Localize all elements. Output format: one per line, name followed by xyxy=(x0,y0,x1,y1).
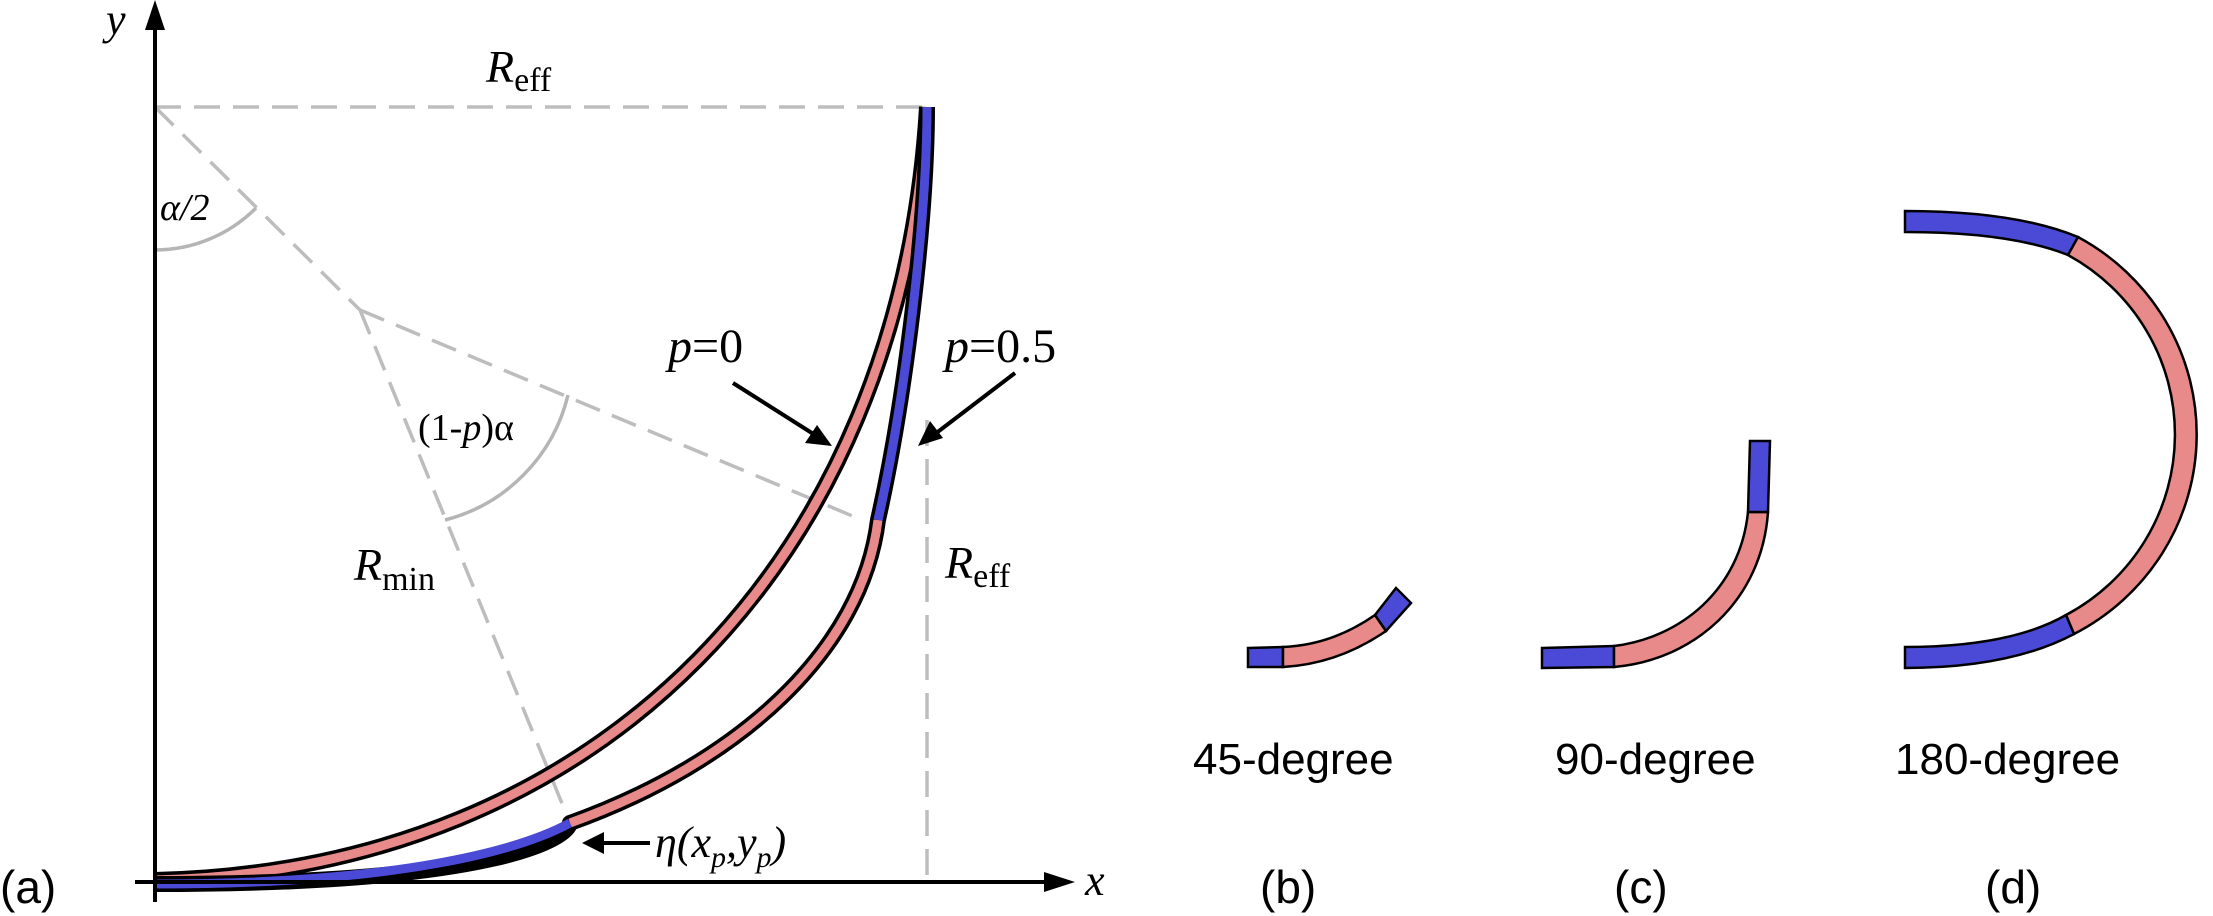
p05-pointer-arrowhead xyxy=(918,421,943,446)
angle-label-pre: (1- xyxy=(418,407,462,449)
p0-pointer-arrow-shaft xyxy=(731,381,817,437)
rmin-radius-to-end-guide xyxy=(359,308,863,522)
p05-label: p=0.5 xyxy=(942,320,1056,373)
x-axis-arrowhead xyxy=(1044,872,1075,892)
p05-var: p xyxy=(942,320,969,373)
panel-d: 180-degree (d) xyxy=(1895,209,2198,913)
bend-180-bottom-straight-segment xyxy=(1903,613,2076,670)
y-axis-arrowhead xyxy=(145,0,165,30)
bend-90-degree xyxy=(1540,439,1772,670)
angle-label-post: )α xyxy=(481,407,514,449)
r-eff-right-base: R xyxy=(944,537,973,588)
alpha-ray-guide xyxy=(153,105,362,312)
panel-d-label: (d) xyxy=(1985,861,2041,913)
bend-45-end-straight xyxy=(1373,586,1413,634)
panel-c: 90-degree (c) xyxy=(1540,439,1772,913)
bend-90-start-straight xyxy=(1540,644,1616,670)
construction-lines xyxy=(153,105,929,880)
bend-180-degree xyxy=(1903,209,2198,670)
eta-mid: ,y xyxy=(726,818,757,867)
eta-pre: η(x xyxy=(655,818,711,867)
panel-b: 45-degree (b) xyxy=(1193,586,1413,913)
panel-c-label: (c) xyxy=(1614,861,1668,913)
caption-45-degree: 45-degree xyxy=(1193,735,1394,784)
eta-sub2: p xyxy=(755,841,772,874)
panel-a-label: (a) xyxy=(0,861,56,913)
bend-45-arc xyxy=(1281,613,1388,669)
p0-eq: =0 xyxy=(692,320,743,373)
eta-sub1: p xyxy=(709,841,726,874)
r-eff-right-label: Reff xyxy=(944,537,1011,595)
y-axis-label: y xyxy=(102,0,126,44)
bend-180-top-straight-segment xyxy=(1903,209,2080,257)
caption-90-degree: 90-degree xyxy=(1555,735,1756,784)
x-axis-label: x xyxy=(1084,856,1105,905)
p0-var: p xyxy=(665,320,692,373)
alpha-half-angle-arc xyxy=(154,206,258,252)
r-eff-top-label: Reff xyxy=(485,41,552,99)
r-min-base: R xyxy=(353,539,382,590)
one-minus-p-alpha-angle-arc xyxy=(444,394,570,522)
bend-45-degree xyxy=(1246,586,1413,669)
p0-pointer-arrowhead xyxy=(805,425,832,446)
caption-180-degree: 180-degree xyxy=(1895,735,2120,784)
rmin-radius-to-start-guide xyxy=(358,309,572,824)
eta-label: η(xp,yp) xyxy=(655,818,786,874)
r-eff-top-sub: eff xyxy=(514,62,552,99)
bend-180-arc xyxy=(2064,235,2198,636)
p05-bend-arc-segment xyxy=(568,519,883,828)
panel-a: y x Reff Reff Rmin α/2 (1-p)α p=0 p=0.5 … xyxy=(0,0,1105,913)
angle-label-var: p xyxy=(459,407,481,449)
panel-b-label: (b) xyxy=(1260,861,1316,913)
bend-45-start-straight xyxy=(1246,645,1285,669)
bend-90-arc xyxy=(1612,510,1770,669)
p05-pointer-arrow-shaft xyxy=(933,371,1017,436)
p0-label: p=0 xyxy=(665,320,743,373)
p0-bend-curve-fill xyxy=(154,106,932,885)
eta-pointer-arrowhead xyxy=(582,832,604,854)
one-minus-p-alpha-label: (1-p)α xyxy=(418,407,514,449)
bend-90-end-straight xyxy=(1746,439,1772,514)
p05-bend-end-straight-segment xyxy=(873,106,932,521)
r-eff-right-sub: eff xyxy=(973,558,1011,595)
eta-post: ) xyxy=(769,818,787,867)
r-min-label: Rmin xyxy=(353,539,435,598)
r-eff-top-base: R xyxy=(485,41,514,92)
alpha-half-label: α/2 xyxy=(160,187,210,229)
p05-eq: =0.5 xyxy=(969,320,1056,373)
r-min-sub: min xyxy=(382,561,435,598)
